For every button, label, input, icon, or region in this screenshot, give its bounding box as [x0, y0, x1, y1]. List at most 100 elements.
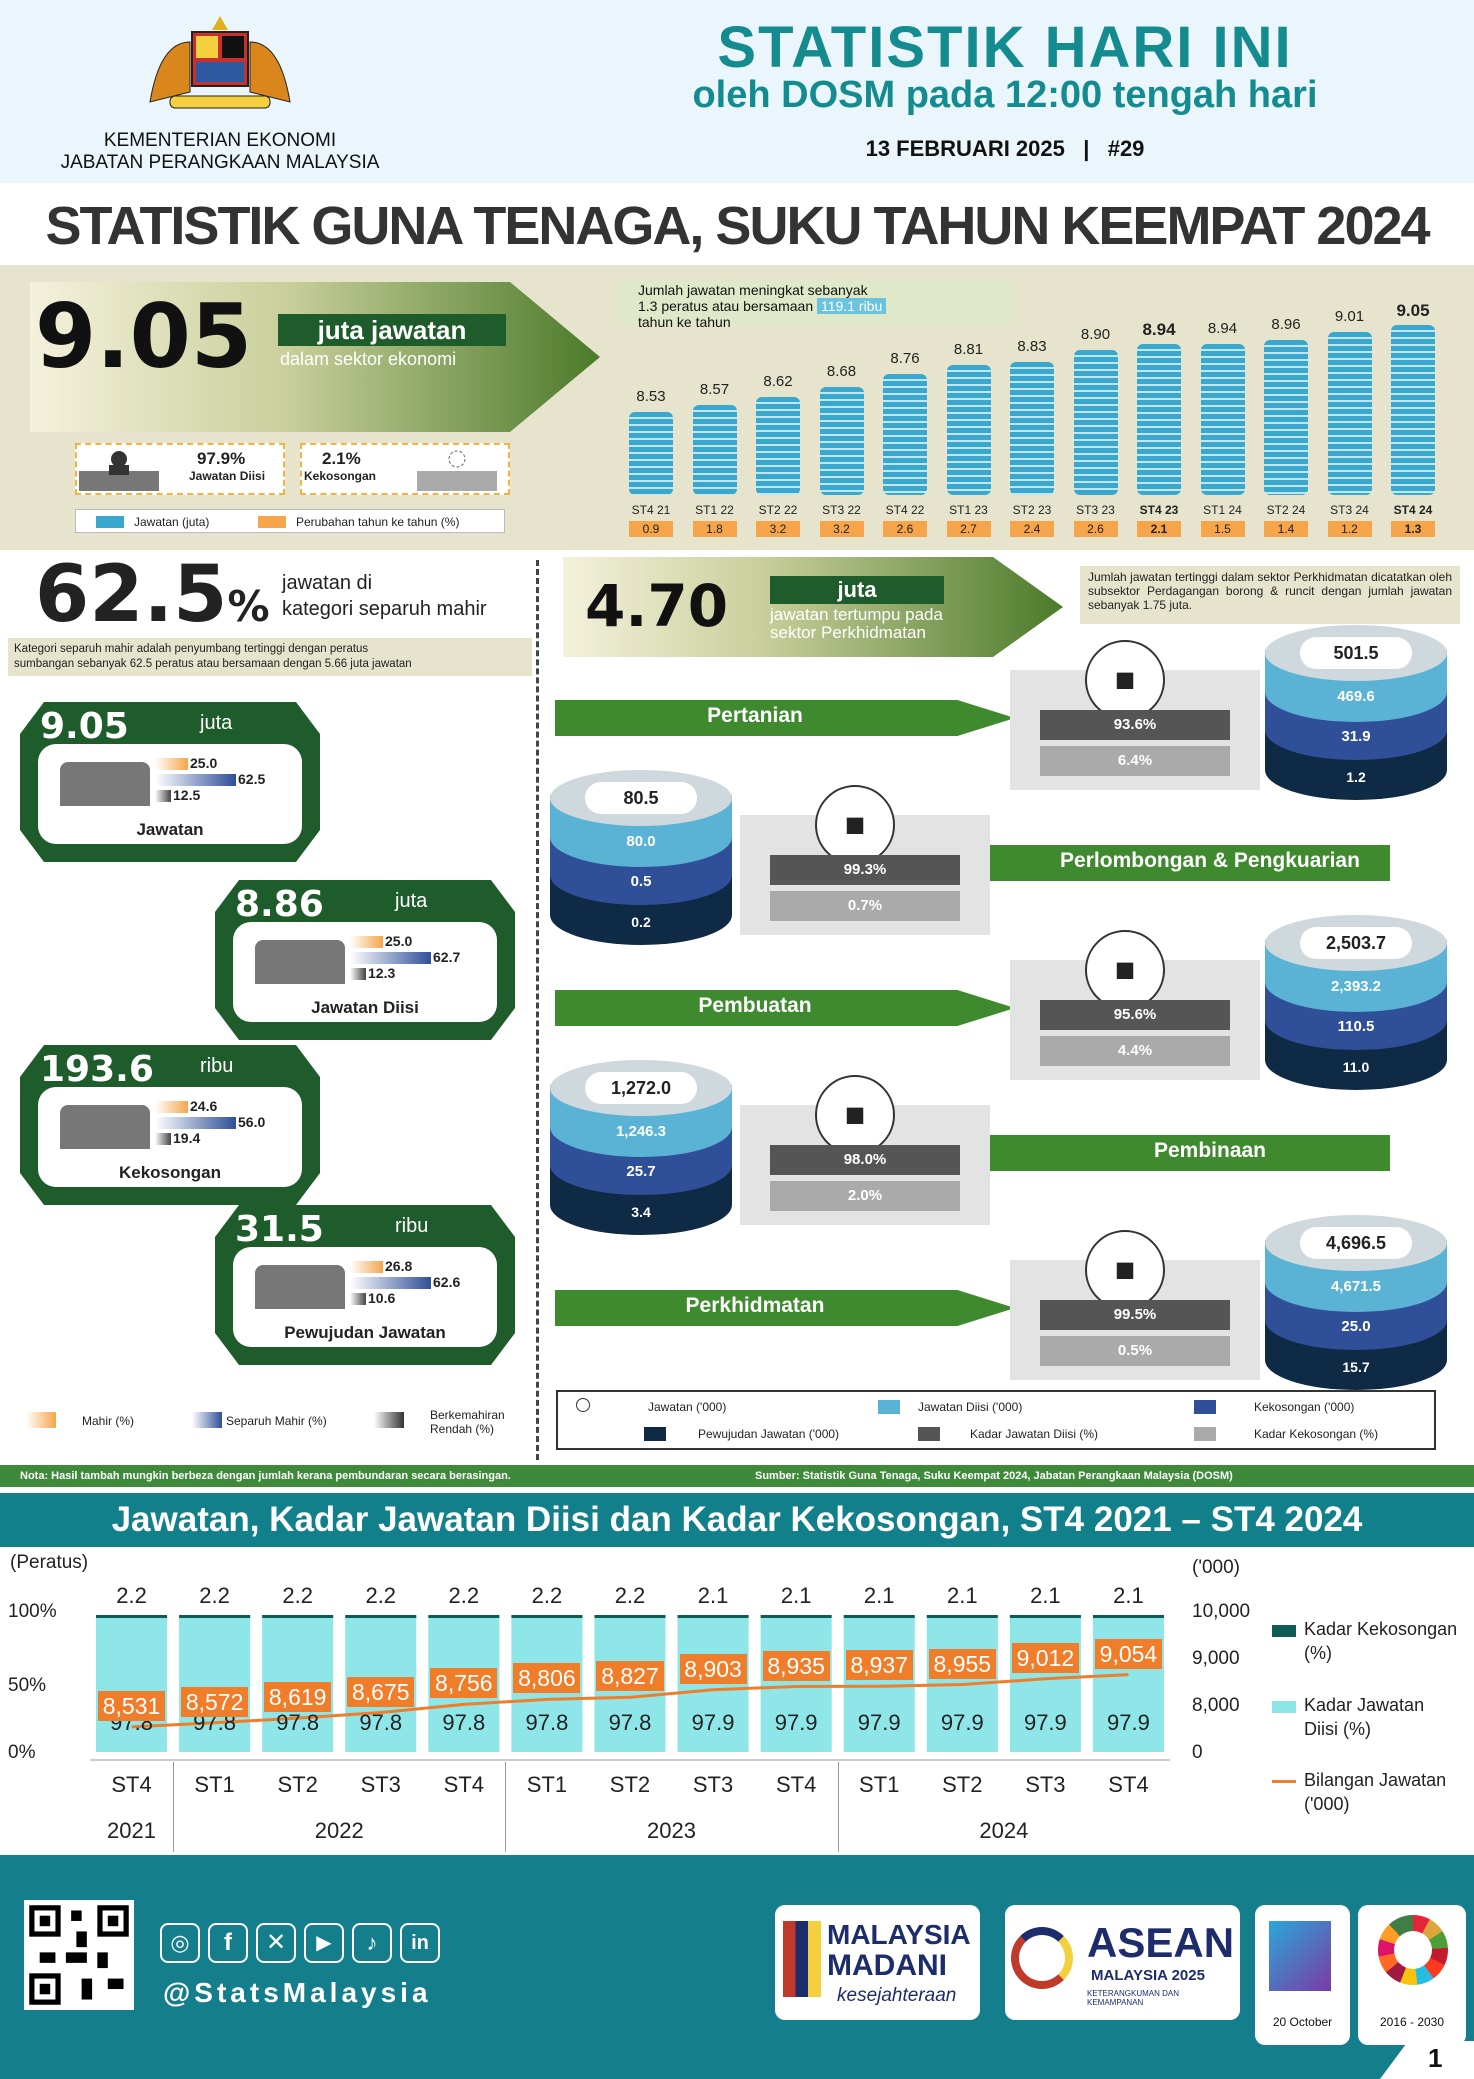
filled-rate-label: 97.8	[276, 1710, 320, 1735]
y-tick-label: 50%	[8, 1675, 47, 1696]
vacancy-rate-label: 2.2	[448, 1583, 480, 1608]
sector-vacancy-rate: 0.5%	[1040, 1336, 1230, 1366]
x-icon[interactable]: ✕	[256, 1923, 296, 1963]
qr-code-icon[interactable]	[24, 1900, 134, 2010]
jobs-bar-change: 1.8	[692, 521, 737, 537]
skill-bar	[155, 774, 236, 786]
tiktok-icon[interactable]: ♪	[352, 1923, 392, 1963]
skill-bar-value: 26.8	[385, 1258, 413, 1274]
jobs-bar	[1200, 344, 1245, 495]
skill-card-unit: ribu	[200, 1055, 234, 1077]
madani-tagline: kesejahteraan	[837, 1985, 957, 2006]
services-desc-line: jawatan tertumpu pada	[770, 605, 943, 624]
jobs-bar	[1010, 362, 1054, 495]
sector-created-value: 11.0	[1342, 1059, 1370, 1075]
legend-swatch-vac	[1272, 1625, 1296, 1637]
jobs-bar-value: 9.01	[1334, 308, 1365, 325]
sector-arrow	[960, 845, 1390, 881]
skill-bar-value: 25.0	[385, 933, 413, 949]
chart-legend: Kadar Kekosongan (%) Kadar Jawatan Diisi…	[1272, 1617, 1472, 1820]
stats-day-logo: 20 October	[1255, 1905, 1350, 2045]
legend-label-line: Bilangan Jawatan ('000)	[1304, 1770, 1447, 1814]
vacancy-rate-box: 2.1% Kekosongan	[300, 443, 510, 495]
skill-card-value: 31.5	[235, 1209, 324, 1250]
jobs-bar-category: ST1 24	[1203, 503, 1242, 517]
sector-filled-value: 4,671.5	[1330, 1278, 1382, 1295]
skill-bar-value: 12.3	[368, 965, 396, 981]
jobs-count-label: 8,675	[347, 1676, 415, 1707]
sector-vacancy-value: 110.5	[1337, 1018, 1375, 1035]
jobs-bar-value: 8.90	[1080, 326, 1111, 343]
skill-card-value: 8.86	[235, 884, 324, 925]
jobs-bar-legend: Jawatan (juta) Perubahan tahun ke tahun …	[75, 509, 505, 533]
factory-icon: ■	[1085, 930, 1165, 1010]
jobs-count-label: 8,827	[596, 1661, 664, 1692]
jobs-bar-category: ST4 24	[1393, 503, 1433, 517]
skill-card-unit: ribu	[395, 1215, 429, 1237]
sector-jobs-value: 2,503.7	[1300, 927, 1412, 959]
skill-cards: 9.05 juta 25.0 62.5 12.5 Jawatan 8.86 juta 25.0 6…	[0, 690, 536, 1370]
sector-vacancy-value: 25.0	[1341, 1318, 1371, 1335]
jobs-count-label: 8,531	[98, 1690, 166, 1721]
filled-rate-label: 97.8	[442, 1710, 486, 1735]
skill-bar	[155, 1101, 188, 1113]
jobs-bar-category: ST4 23	[1139, 503, 1179, 517]
facebook-icon[interactable]: f	[208, 1923, 248, 1963]
sector-filled-value: 2,393.2	[1330, 978, 1382, 995]
section-divider	[536, 560, 539, 1460]
quarter-tick-label: ST3	[360, 1772, 401, 1797]
vacancy-rate-bar	[511, 1615, 583, 1619]
note-line: Jumlah jawatan meningkat sebanyak	[638, 282, 868, 298]
legend-label-rendah: Berkemahiran Rendah (%)	[430, 1408, 505, 1436]
vacancy-rate-label: 2.1	[947, 1583, 978, 1608]
chart-section-title: Jawatan, Kadar Jawatan Diisi dan Kadar K…	[0, 1493, 1474, 1547]
vacancy-rate-label: 2.1	[780, 1583, 812, 1608]
legend-swatch-jobs	[96, 516, 124, 528]
legend-swatch-mahir	[26, 1412, 56, 1428]
asean-emblem-icon	[1011, 1927, 1073, 1989]
asean-tagline: KETERANGKUMAN DAN KEMAMPANAN	[1087, 1989, 1180, 2007]
skill-card-label: Jawatan	[136, 820, 204, 839]
legend-label-jobs: Jawatan ('000)	[648, 1400, 727, 1414]
jobs-bar-category: ST3 22	[822, 503, 861, 517]
jobs-bar	[1327, 332, 1372, 495]
sector-arrow	[960, 1135, 1390, 1171]
skill-card-label: Kekosongan	[118, 1163, 222, 1182]
madani-emblem-icon	[783, 1921, 821, 1997]
vacancy-rate-bar	[1092, 1615, 1164, 1618]
crane-icon: ■	[815, 1075, 895, 1155]
legend-swatch-vac	[1194, 1400, 1216, 1414]
youtube-icon[interactable]: ▶	[304, 1923, 344, 1963]
legend-swatch-jobs	[576, 1398, 590, 1412]
linkedin-icon[interactable]: in	[400, 1923, 440, 1963]
filled-rate-bar	[677, 1617, 749, 1752]
vacancy-rate-label: 2.1	[863, 1583, 895, 1608]
instagram-icon[interactable]: ◎	[160, 1923, 200, 1963]
jobs-bar-value: 8.96	[1271, 316, 1301, 333]
footer: ◎ f ✕ ▶ ♪ in @StatsMalaysia MALAYSIA MAD…	[0, 1855, 1474, 2079]
semi-skilled-desc-line: jawatan di	[282, 572, 373, 594]
jobs-bar-category: ST1 23	[949, 503, 988, 517]
sector-vacancy-rate: 4.4%	[1040, 1036, 1230, 1066]
jobs-count-label: 8,955	[928, 1648, 996, 1679]
jobs-bar-change: 1.4	[1264, 521, 1308, 537]
skill-bar	[350, 936, 383, 948]
jobs-bar	[1073, 350, 1118, 495]
skill-card-unit: juta	[395, 890, 428, 912]
empty-desk-icon	[412, 449, 502, 491]
jobs-bar-change: 0.9	[629, 521, 673, 537]
social-icons: ◎ f ✕ ▶ ♪ in	[160, 1923, 440, 1963]
sector-filled-rate: 99.5%	[1040, 1300, 1230, 1330]
y2-tick-label: 9,000	[1192, 1648, 1240, 1669]
sector-name: Perkhidmatan	[685, 1294, 825, 1317]
skill-card-label: Jawatan Diisi	[311, 998, 419, 1017]
quarter-tick-label: ST3	[1025, 1772, 1066, 1797]
filled-rate-label: 97.8	[359, 1710, 403, 1735]
vacancy-rate-bar	[1009, 1615, 1081, 1618]
vacancy-rate-label: 2.2	[614, 1583, 646, 1608]
services-note: Jumlah jawatan tertinggi dalam sektor Pe…	[1080, 566, 1460, 624]
social-handle[interactable]: @StatsMalaysia	[163, 1977, 432, 2008]
sdg-logo: 2016 - 2030	[1358, 1905, 1466, 2045]
jobs-bar-category: ST3 23	[1076, 503, 1115, 517]
filled-rate-label: 97.9	[774, 1710, 818, 1735]
